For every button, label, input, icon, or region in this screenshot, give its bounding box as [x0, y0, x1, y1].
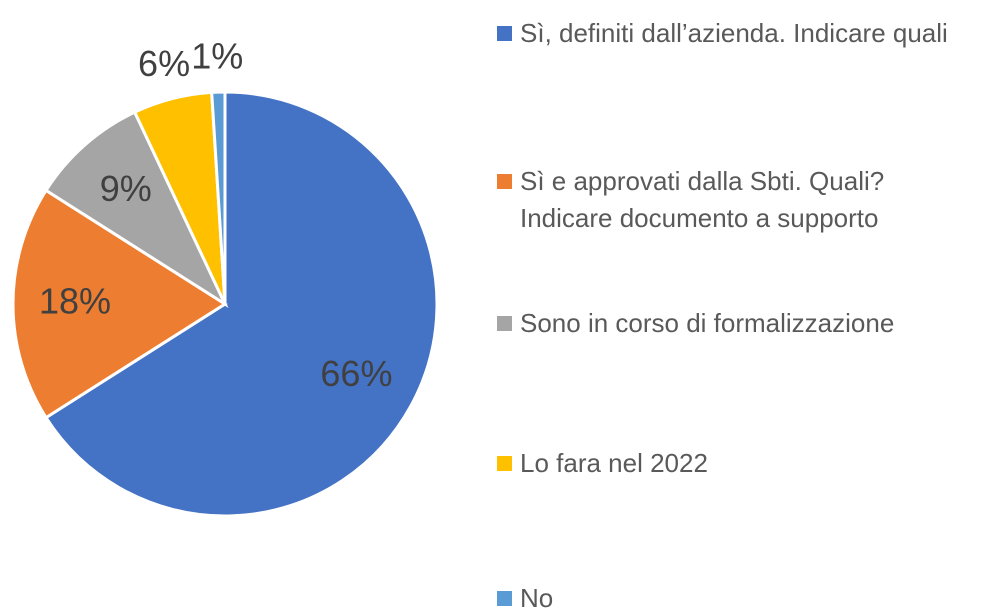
- pie-slice: [210, 90, 227, 305]
- pie-slice: [43, 110, 229, 309]
- legend-label: Lo fara nel 2022: [520, 448, 708, 478]
- data-label: 1%: [191, 36, 243, 77]
- legend-entry: Sì e approvati dalla Sbti. Quali? Indica…: [497, 163, 977, 237]
- pie-slice: [43, 90, 439, 518]
- legend-entry: Lo fara nel 2022: [497, 445, 977, 482]
- legend-entry: No: [497, 580, 977, 611]
- legend-label: Sì e approvati dalla Sbti. Quali? Indica…: [520, 166, 885, 233]
- data-label: 66%: [320, 353, 392, 394]
- data-label: 9%: [100, 168, 152, 209]
- pie-slice: [11, 188, 228, 420]
- legend-label: Sono in corso di formalizzazione: [520, 308, 895, 338]
- legend-label: Sì, definiti dall’azienda. Indicare qual…: [520, 18, 948, 48]
- legend-swatch: [497, 591, 512, 606]
- legend-label: No: [520, 583, 554, 611]
- legend-entry: Sì, definiti dall’azienda. Indicare qual…: [497, 15, 977, 52]
- legend-entry: Sono in corso di formalizzazione: [497, 305, 977, 342]
- legend-swatch: [497, 456, 512, 471]
- legend-swatch: [497, 316, 512, 331]
- data-label: 18%: [39, 281, 111, 322]
- legend-swatch: [497, 174, 512, 189]
- legend-swatch: [497, 26, 512, 41]
- data-label: 6%: [138, 43, 190, 84]
